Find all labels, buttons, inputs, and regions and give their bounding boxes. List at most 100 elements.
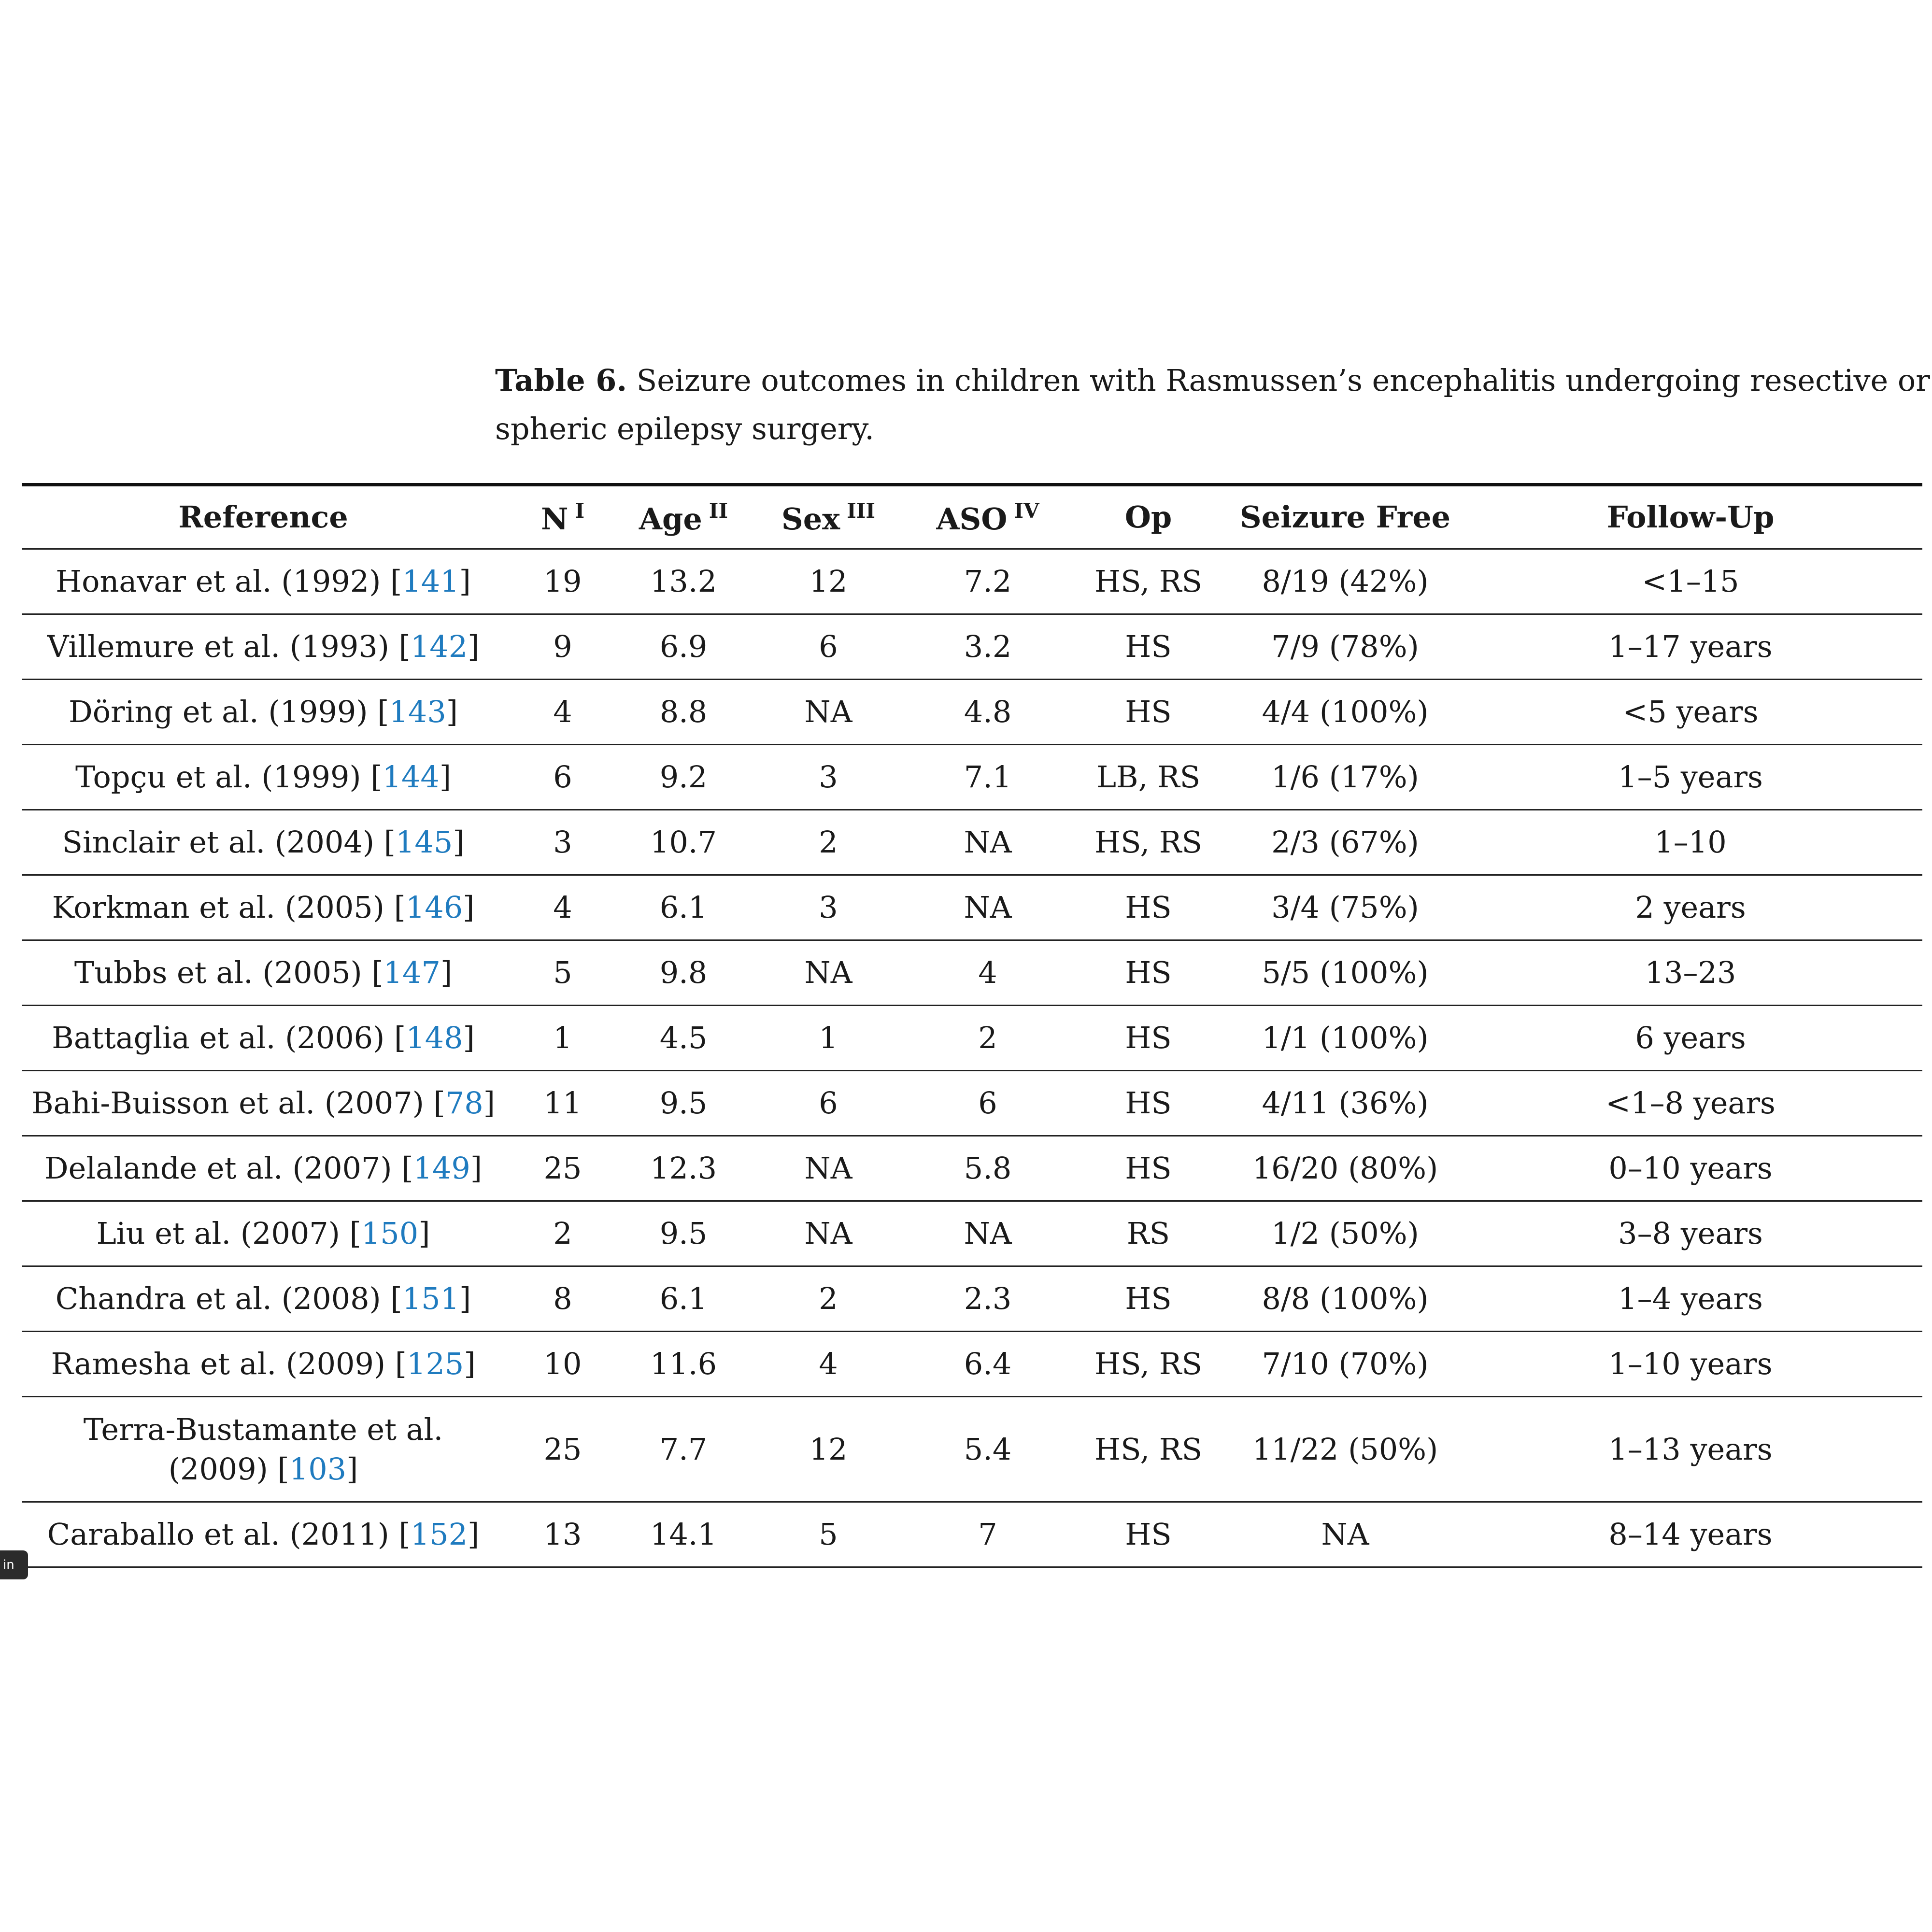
cell-follow-up: 1–17 years [1608, 629, 1773, 664]
cell-op: HS, RS [1094, 564, 1202, 599]
citation-bracket: ] [468, 1517, 480, 1552]
cell-op: HS [1125, 1151, 1172, 1186]
citation-bracket: ] [459, 1281, 471, 1316]
cell-n: 13 [543, 1517, 582, 1552]
cell-aso: 4 [978, 955, 997, 990]
citation-link[interactable]: 149 [413, 1151, 470, 1186]
cell-seizure-free: 1/2 (50%) [1271, 1216, 1419, 1251]
citation-link[interactable]: 125 [407, 1346, 464, 1381]
cell-follow-up: <1–8 years [1605, 1085, 1776, 1121]
citation-link[interactable]: 148 [406, 1020, 463, 1055]
citation-bracket: ] [463, 1020, 475, 1055]
reference-text: Bahi-Buisson et al. (2007) [ [31, 1085, 445, 1121]
cell-n: 4 [553, 694, 572, 729]
cell-reference: Caraballo et al. (2011) [152] [22, 1502, 505, 1567]
cell-seizure-free: 5/5 (100%) [1262, 955, 1429, 990]
cell-op: HS [1125, 1281, 1172, 1316]
cell-op: HS, RS [1094, 1346, 1202, 1381]
cell-aso: 3.2 [964, 629, 1012, 664]
cell-sex: NA [804, 955, 852, 990]
cell-reference: Chandra et al. (2008) [151] [22, 1266, 505, 1332]
cell-op: HS [1125, 1020, 1172, 1055]
table-row: Sinclair et al. (2004) [145] 3 10.7 2 NA HS, … [22, 810, 1922, 875]
cell-sex: 5 [819, 1517, 838, 1552]
cell-sex: 3 [819, 759, 838, 795]
cell-op: RS [1126, 1216, 1170, 1251]
citation-link[interactable]: 150 [361, 1216, 419, 1251]
cell-seizure-free: NA [1321, 1517, 1369, 1552]
cell-reference: Villemure et al. (1993) [142] [22, 614, 505, 680]
citation-link[interactable]: 147 [383, 955, 440, 990]
citation-link[interactable]: 152 [410, 1517, 468, 1552]
citation-bracket: ] [483, 1085, 495, 1121]
citation-link[interactable]: 144 [382, 759, 440, 795]
header-sex: Sex III [781, 498, 876, 537]
table-row: Terra-Bustamante et al. (2009) [103] 25 7.7… [22, 1397, 1922, 1502]
header-aso-footnote: IV [1014, 498, 1039, 523]
cell-follow-up: 1–5 years [1618, 759, 1763, 795]
cell-sex: 3 [819, 890, 838, 925]
citation-bracket: ] [470, 1151, 483, 1186]
cell-n: 2 [553, 1216, 572, 1251]
cell-follow-up: 3–8 years [1618, 1216, 1763, 1251]
reference-text: Döring et al. (1999) [ [69, 694, 389, 729]
cell-seizure-free: 3/4 (75%) [1271, 890, 1419, 925]
cell-reference: Delalande et al. (2007) [149] [22, 1136, 505, 1201]
cell-op: HS [1125, 890, 1172, 925]
citation-link[interactable]: 142 [410, 629, 468, 664]
citation-link[interactable]: 141 [402, 564, 459, 599]
cell-age: 9.2 [659, 759, 708, 795]
reference-text-continued: (2009) [ [168, 1451, 289, 1487]
citation-bracket: ] [418, 1216, 430, 1251]
cell-n: 1 [553, 1020, 572, 1055]
table-row: Delalande et al. (2007) [149] 25 12.3 NA 5.8… [22, 1136, 1922, 1201]
cell-seizure-free: 16/20 (80%) [1252, 1151, 1438, 1186]
reference-text: Delalande et al. (2007) [ [44, 1151, 413, 1186]
cell-aso: 7.2 [964, 564, 1012, 599]
citation-link[interactable]: 145 [395, 824, 453, 860]
cell-follow-up: 2 years [1635, 890, 1746, 925]
citation-link[interactable]: 103 [289, 1451, 347, 1487]
cell-follow-up: 8–14 years [1608, 1517, 1773, 1552]
cell-age: 10.7 [650, 824, 717, 860]
cell-age: 9.5 [659, 1085, 708, 1121]
cell-op: HS [1125, 955, 1172, 990]
cell-age: 14.1 [650, 1517, 717, 1552]
cell-reference: Terra-Bustamante et al. (2009) [103] [22, 1397, 505, 1502]
reference-text: Terra-Bustamante et al. [83, 1411, 443, 1447]
header-sex-footnote: III [847, 498, 876, 523]
citation-link[interactable]: 78 [445, 1085, 483, 1121]
cell-aso: 2.3 [964, 1281, 1012, 1316]
citation-bracket: ] [446, 694, 458, 729]
cell-n: 4 [553, 890, 572, 925]
cell-reference: Korkman et al. (2005) [146] [22, 875, 505, 940]
reference-text: Villemure et al. (1993) [ [47, 629, 411, 664]
reference-text: Ramesha et al. (2009) [ [51, 1346, 407, 1381]
cell-seizure-free: 4/11 (36%) [1262, 1085, 1429, 1121]
cell-follow-up: <5 years [1622, 694, 1759, 729]
caption-text-1: Seizure outcomes in children with Rasmus… [627, 363, 1932, 398]
citation-link[interactable]: 151 [402, 1281, 459, 1316]
header-reference: Reference [178, 499, 348, 535]
cell-follow-up: <1–15 [1642, 564, 1739, 599]
cell-aso: NA [964, 824, 1012, 860]
cell-sex: 12 [809, 1431, 848, 1467]
cell-n: 6 [553, 759, 572, 795]
cell-n: 25 [543, 1151, 582, 1186]
citation-link[interactable]: 146 [405, 890, 463, 925]
reference-text: Honavar et al. (1992) [ [56, 564, 402, 599]
cell-op: LB, RS [1096, 759, 1201, 795]
table-row: Döring et al. (1999) [143] 4 8.8 NA 4.8 HS 4/4… [22, 680, 1922, 745]
cell-age: 13.2 [650, 564, 717, 599]
citation-link[interactable]: 143 [389, 694, 446, 729]
header-follow-up: Follow-Up [1606, 499, 1775, 535]
table-row: Bahi-Buisson et al. (2007) [78] 11 9.5 6 6 HS… [22, 1071, 1922, 1136]
citation-bracket: ] [459, 564, 471, 599]
reference-text: Battaglia et al. (2006) [ [52, 1020, 406, 1055]
table-caption: Table 6. Seizure outcomes in children wi… [495, 356, 1932, 453]
reference-text: Chandra et al. (2008) [ [55, 1281, 402, 1316]
side-tab-badge[interactable]: in [0, 1550, 28, 1579]
cell-age: 9.5 [659, 1216, 708, 1251]
reference-text: Korkman et al. (2005) [ [52, 890, 406, 925]
